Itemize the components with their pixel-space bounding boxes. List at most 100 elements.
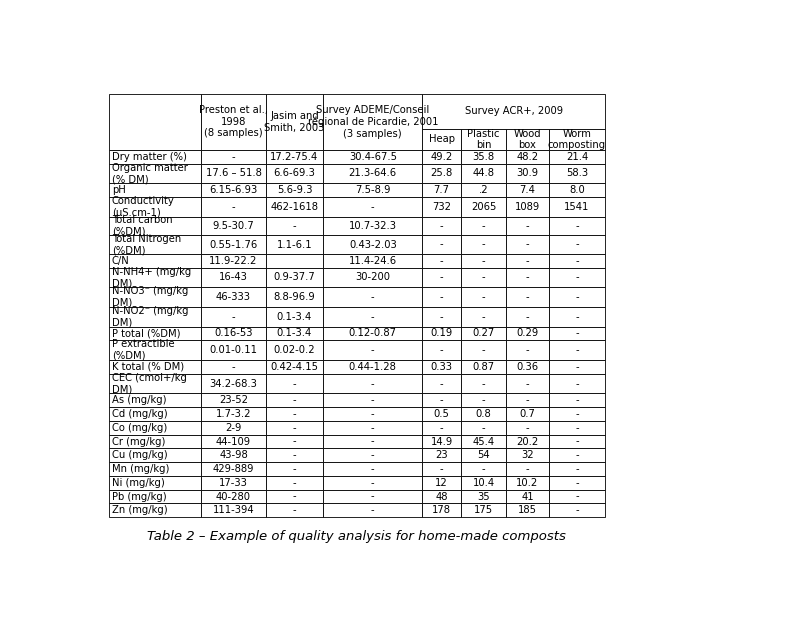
Text: 48: 48: [436, 492, 448, 501]
Bar: [506, 421, 549, 434]
Text: 0.16-53: 0.16-53: [214, 329, 253, 339]
Text: -: -: [292, 396, 297, 405]
Text: N-NO3⁻ (mg/kg
DM): N-NO3⁻ (mg/kg DM): [112, 286, 188, 308]
Text: -: -: [575, 345, 579, 355]
Text: Ni (mg/kg): Ni (mg/kg): [112, 478, 164, 488]
Bar: [266, 327, 323, 340]
Text: -: -: [526, 221, 529, 231]
Text: C/N: C/N: [112, 256, 129, 266]
Text: 0.12-0.87: 0.12-0.87: [349, 329, 397, 339]
Text: -: -: [371, 409, 375, 419]
Bar: [423, 197, 461, 216]
Bar: [323, 254, 423, 268]
Bar: [506, 490, 549, 503]
Text: 58.3: 58.3: [566, 168, 588, 179]
Text: 6.15-6.93: 6.15-6.93: [209, 185, 258, 195]
Bar: [549, 307, 605, 327]
Text: Conductivity
(μS.cm-1): Conductivity (μS.cm-1): [112, 196, 175, 218]
Text: 46-333: 46-333: [216, 292, 251, 302]
Bar: [549, 287, 605, 307]
Bar: [549, 254, 605, 268]
Bar: [201, 163, 266, 183]
Bar: [423, 462, 461, 476]
Text: 0.87: 0.87: [473, 362, 494, 372]
Text: Wood
box: Wood box: [514, 129, 541, 150]
Bar: [506, 394, 549, 407]
Bar: [108, 374, 201, 394]
Bar: [506, 476, 549, 490]
Text: 1.1-6.1: 1.1-6.1: [276, 240, 313, 249]
Bar: [201, 421, 266, 434]
Text: Survey ACR+, 2009: Survey ACR+, 2009: [465, 107, 562, 117]
Bar: [549, 340, 605, 360]
Text: -: -: [371, 464, 375, 474]
Bar: [506, 327, 549, 340]
Bar: [201, 449, 266, 462]
Text: -: -: [575, 450, 579, 461]
Text: -: -: [232, 152, 235, 161]
Text: 17.2-75.4: 17.2-75.4: [271, 152, 318, 161]
Bar: [323, 197, 423, 216]
Text: -: -: [371, 423, 375, 433]
Text: Pb (mg/kg): Pb (mg/kg): [112, 492, 166, 501]
Bar: [549, 394, 605, 407]
Bar: [506, 360, 549, 374]
Bar: [266, 476, 323, 490]
Text: -: -: [526, 378, 529, 389]
Bar: [266, 449, 323, 462]
Bar: [266, 462, 323, 476]
Text: P total (%DM): P total (%DM): [112, 329, 180, 339]
Text: -: -: [575, 505, 579, 516]
Bar: [108, 216, 201, 235]
Bar: [323, 462, 423, 476]
Text: -: -: [526, 312, 529, 322]
Text: -: -: [440, 423, 444, 433]
Text: -: -: [371, 378, 375, 389]
Bar: [461, 394, 506, 407]
Bar: [461, 129, 506, 150]
Bar: [323, 340, 423, 360]
Text: 1.7-3.2: 1.7-3.2: [216, 409, 251, 419]
Text: -: -: [292, 492, 297, 501]
Bar: [108, 407, 201, 421]
Bar: [506, 287, 549, 307]
Text: 17.6 – 51.8: 17.6 – 51.8: [205, 168, 261, 179]
Bar: [506, 462, 549, 476]
Bar: [323, 287, 423, 307]
Text: 11.9-22.2: 11.9-22.2: [209, 256, 258, 266]
Text: -: -: [575, 436, 579, 447]
Text: -: -: [232, 202, 235, 212]
Bar: [461, 462, 506, 476]
Text: -: -: [482, 312, 486, 322]
Text: 1541: 1541: [564, 202, 590, 212]
Text: 16-43: 16-43: [219, 272, 248, 283]
Text: 0.7: 0.7: [520, 409, 536, 419]
Bar: [549, 421, 605, 434]
Text: 48.2: 48.2: [516, 152, 538, 161]
Text: -: -: [482, 345, 486, 355]
Text: -: -: [440, 292, 444, 302]
Text: 0.55-1.76: 0.55-1.76: [209, 240, 258, 249]
Bar: [266, 287, 323, 307]
Text: -: -: [440, 256, 444, 266]
Text: -: -: [440, 396, 444, 405]
Bar: [201, 216, 266, 235]
Bar: [506, 374, 549, 394]
Bar: [266, 374, 323, 394]
Bar: [549, 163, 605, 183]
Text: Survey ADEME/Conseil
régional de Picardie, 2001
(3 samples): Survey ADEME/Conseil régional de Picardi…: [308, 105, 438, 138]
Bar: [108, 360, 201, 374]
Text: .2: .2: [479, 185, 488, 195]
Text: 23-52: 23-52: [219, 396, 248, 405]
Bar: [423, 394, 461, 407]
Text: 34.2-68.3: 34.2-68.3: [209, 378, 258, 389]
Text: -: -: [526, 423, 529, 433]
Text: P extractible
(%DM): P extractible (%DM): [112, 339, 175, 361]
Text: 21.4: 21.4: [566, 152, 588, 161]
Bar: [461, 235, 506, 254]
Text: 49.2: 49.2: [431, 152, 452, 161]
Bar: [201, 235, 266, 254]
Bar: [506, 150, 549, 163]
Bar: [461, 163, 506, 183]
Bar: [108, 307, 201, 327]
